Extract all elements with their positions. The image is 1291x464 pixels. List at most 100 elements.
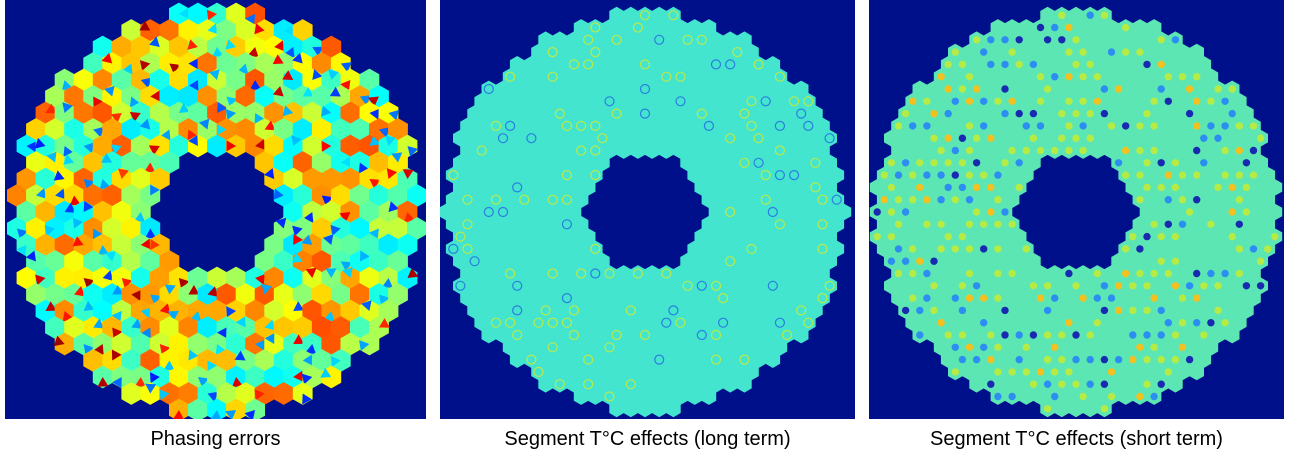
segment-gradient <box>369 135 381 146</box>
segment <box>83 250 104 273</box>
segment <box>378 299 399 323</box>
segment <box>1104 142 1119 159</box>
segment <box>545 265 560 282</box>
segment <box>772 68 788 86</box>
segment <box>1047 314 1062 332</box>
segment <box>694 375 710 393</box>
segment-ring <box>568 59 580 70</box>
segment-spot <box>1036 146 1045 155</box>
segment-spot <box>965 220 974 228</box>
segment <box>149 167 170 191</box>
segment <box>45 184 65 207</box>
segment-gradient <box>26 141 37 153</box>
segment-gradient <box>292 225 303 237</box>
segment-ring <box>462 219 473 230</box>
segment-gradient <box>207 286 219 297</box>
segment-gradient <box>342 267 353 278</box>
segment <box>552 302 568 319</box>
segment-spot <box>951 368 959 376</box>
segment-ring <box>789 96 800 107</box>
segment-ring <box>512 280 523 291</box>
segment <box>758 166 773 184</box>
segment <box>976 191 991 209</box>
segment <box>1068 302 1084 319</box>
segment-gradient <box>150 184 160 196</box>
segment <box>1011 80 1027 98</box>
segment <box>1075 363 1091 381</box>
segment-spot <box>944 134 952 142</box>
segment <box>311 250 332 273</box>
segment <box>453 252 468 270</box>
segment-gradient <box>274 40 285 52</box>
segment <box>722 351 738 368</box>
segment-ring <box>611 329 622 341</box>
segment-spot <box>1065 122 1073 130</box>
segment <box>926 179 942 196</box>
segment-spot <box>1178 73 1187 81</box>
segment-spot <box>1022 122 1030 130</box>
segment <box>467 277 482 295</box>
segment-spot <box>887 183 896 192</box>
segment-spot <box>980 97 988 106</box>
segment <box>517 68 532 86</box>
segment <box>1260 166 1276 184</box>
segment-gradient <box>305 344 317 355</box>
segment <box>730 92 745 110</box>
segment-gradient <box>216 327 227 339</box>
segment-gradient <box>264 120 276 131</box>
segment-spot <box>1235 269 1243 278</box>
segment <box>779 80 795 98</box>
segment-spot <box>1157 380 1165 388</box>
segment <box>509 105 525 122</box>
segment <box>1132 363 1148 381</box>
segment-spot <box>1164 171 1172 179</box>
segment-spot <box>951 196 959 204</box>
segment <box>623 31 639 49</box>
segment-gradient <box>225 109 237 120</box>
segment-spot <box>1072 109 1080 118</box>
segment-spot <box>1249 171 1258 179</box>
segment-gradient <box>46 151 57 163</box>
segment <box>1068 400 1084 418</box>
segment <box>765 56 781 73</box>
segment-ring <box>590 243 601 254</box>
segment-ring <box>774 120 785 132</box>
segment-spot <box>1114 306 1123 315</box>
segment-spot <box>1029 60 1038 69</box>
segment-spot <box>987 183 995 192</box>
segment-spot <box>894 196 903 204</box>
segment-gradient <box>134 212 146 223</box>
segment <box>884 129 899 147</box>
segment-spot <box>1143 331 1151 339</box>
segment <box>350 118 370 141</box>
segment <box>264 134 285 158</box>
segment <box>751 56 766 73</box>
segment-gradient <box>403 212 415 223</box>
segment-spot <box>923 196 931 204</box>
segment-spot <box>1100 405 1109 413</box>
segment <box>940 302 956 319</box>
segment-spot <box>1143 282 1151 290</box>
segment <box>730 166 745 184</box>
segment <box>1196 302 1212 319</box>
segment <box>1019 388 1034 405</box>
segment <box>226 266 246 290</box>
segment <box>1267 203 1283 221</box>
segment <box>273 250 294 273</box>
segment <box>538 375 553 393</box>
segment-ring <box>632 268 643 279</box>
segment-spot <box>1008 368 1016 376</box>
segment <box>595 375 610 393</box>
segment <box>737 129 752 147</box>
segment-spot <box>923 171 931 179</box>
segment <box>502 117 518 135</box>
segment-gradient <box>83 300 95 311</box>
segment <box>130 200 151 224</box>
segment <box>708 105 724 122</box>
segment <box>708 375 724 393</box>
segment <box>701 191 717 209</box>
segment-spot <box>1107 48 1116 56</box>
segment <box>912 105 928 122</box>
segment <box>666 351 681 368</box>
segment <box>926 228 942 245</box>
